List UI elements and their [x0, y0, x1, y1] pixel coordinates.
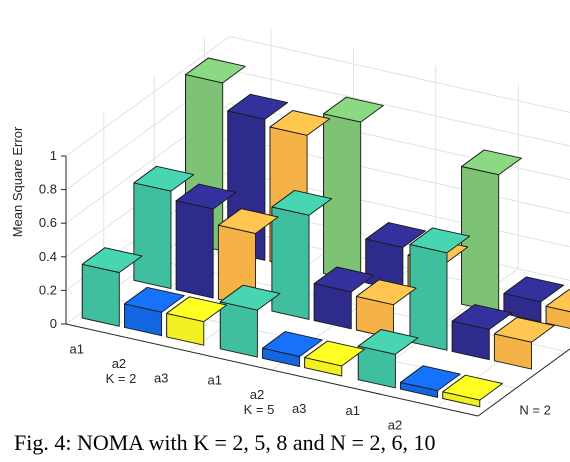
- bar-K8-N6-a2: [451, 304, 513, 361]
- n-row-label: N = 2: [519, 402, 550, 417]
- bar-front-face: [545, 305, 570, 329]
- bar-top-face: [313, 266, 375, 293]
- bar-top-face: [451, 304, 513, 330]
- bar-top-face: [219, 284, 281, 311]
- bar-front-face: [133, 182, 172, 290]
- bar-K8-N2-a1: [357, 329, 419, 389]
- x-tick-label: a2: [388, 418, 402, 430]
- bar-top-face: [271, 189, 333, 216]
- bar-K2-N6-a2: [175, 183, 237, 299]
- x-tick-label: a2: [112, 356, 126, 371]
- bar-top-face: [217, 208, 279, 234]
- bar-top-face: [461, 149, 522, 176]
- bar-K5-N2-a2: [262, 331, 323, 368]
- bar-K2-N2-a1: [81, 247, 143, 327]
- bar-top-face: [185, 57, 246, 84]
- bar-top-face: [133, 165, 195, 192]
- bar-top-face: [442, 374, 503, 401]
- bar-front-face: [175, 200, 214, 299]
- bar-K5-N6-a1: [271, 189, 333, 320]
- bar-K2-N2-a3: [166, 296, 227, 346]
- bar-K5-N6-a2: [313, 266, 375, 330]
- bar-top-face: [262, 331, 323, 357]
- bar-top-face: [409, 227, 471, 254]
- bar-front-face: [81, 263, 120, 327]
- bar-top-face: [545, 289, 570, 313]
- bar-top-face: [166, 296, 227, 323]
- bar-K2-N6-a3: [217, 208, 279, 308]
- z-tick-label: 0.8: [39, 182, 57, 197]
- figure-caption: Fig. 4: NOMA with K = 2, 5, 8 and N = 2,…: [14, 430, 436, 455]
- bar-K8-N6-a3: [493, 316, 555, 370]
- bar-top-face: [323, 96, 384, 123]
- bar-top-face: [227, 93, 289, 120]
- x-axis-line: [65, 323, 479, 417]
- bar-top-face: [357, 329, 419, 355]
- bar-top-face: [269, 110, 331, 136]
- bar-K5-N10-a2: [365, 222, 427, 292]
- k-group-label: K = 5: [244, 402, 275, 417]
- x-tick-label: a3: [292, 401, 306, 416]
- z-tick-label: 0.2: [39, 282, 57, 297]
- bar-K2-N2-a2: [124, 286, 185, 337]
- bar-top-face: [124, 286, 185, 313]
- bar-top-face: [304, 340, 365, 367]
- chart-plot: 0 0.2 0.4 0.6 0.8 1 a1 a2 a3 K = 2 a1 a2 a3 K = 5 a1 a2…: [10, 28, 570, 430]
- bar-K5-N2-a3: [304, 340, 365, 377]
- bar-K8-N2-a3: [442, 374, 503, 408]
- bar-K5-N10-a1: [323, 96, 384, 283]
- bar-K8-N2-a2: [400, 365, 461, 398]
- z-tick-label: 0: [50, 316, 57, 331]
- bar-K5-N2-a1: [219, 284, 281, 358]
- z-tick-label: 0.4: [39, 249, 57, 264]
- bar-top-face: [400, 365, 461, 392]
- bar-K5-N6-a3: [355, 279, 417, 339]
- bar-top-face: [81, 247, 143, 273]
- z-tick-label: 0.6: [39, 215, 57, 230]
- bar-K8-N10-a3: [545, 289, 570, 329]
- bar-front-face: [461, 166, 500, 313]
- x-tick-label: a1: [208, 372, 222, 387]
- x-tick-label: a1: [346, 403, 360, 418]
- bar-front-face: [409, 244, 448, 351]
- bar-front-face: [271, 206, 310, 320]
- bar-K8-N10-a2: [503, 276, 565, 323]
- y-axis-line: [477, 348, 570, 417]
- k-group-label: K = 2: [106, 371, 137, 386]
- z-tick-label: 1: [50, 148, 57, 163]
- bar-front-face: [219, 301, 258, 358]
- x-tick-label: a1: [69, 342, 83, 357]
- y-axis-label: Mean Square Error: [10, 126, 25, 237]
- gridline: [65, 35, 570, 157]
- bar-K8-N6-a1: [409, 227, 471, 351]
- chart-labels: 0 0.2 0.4 0.6 0.8 1 a1 a2 a3 K = 2 a1 a2 a3 K = 5 a1 a2…: [39, 148, 551, 430]
- bar-top-face: [503, 276, 565, 303]
- x-tick-label: a3: [154, 370, 168, 385]
- bar-top-face: [493, 316, 555, 343]
- bar-top-face: [175, 183, 237, 210]
- bar-top-face: [355, 279, 417, 306]
- x-tick-label: a2: [250, 387, 264, 402]
- bar-top-face: [365, 222, 427, 248]
- bar-K2-N6-a1: [133, 165, 195, 290]
- chart-bars: [81, 57, 570, 408]
